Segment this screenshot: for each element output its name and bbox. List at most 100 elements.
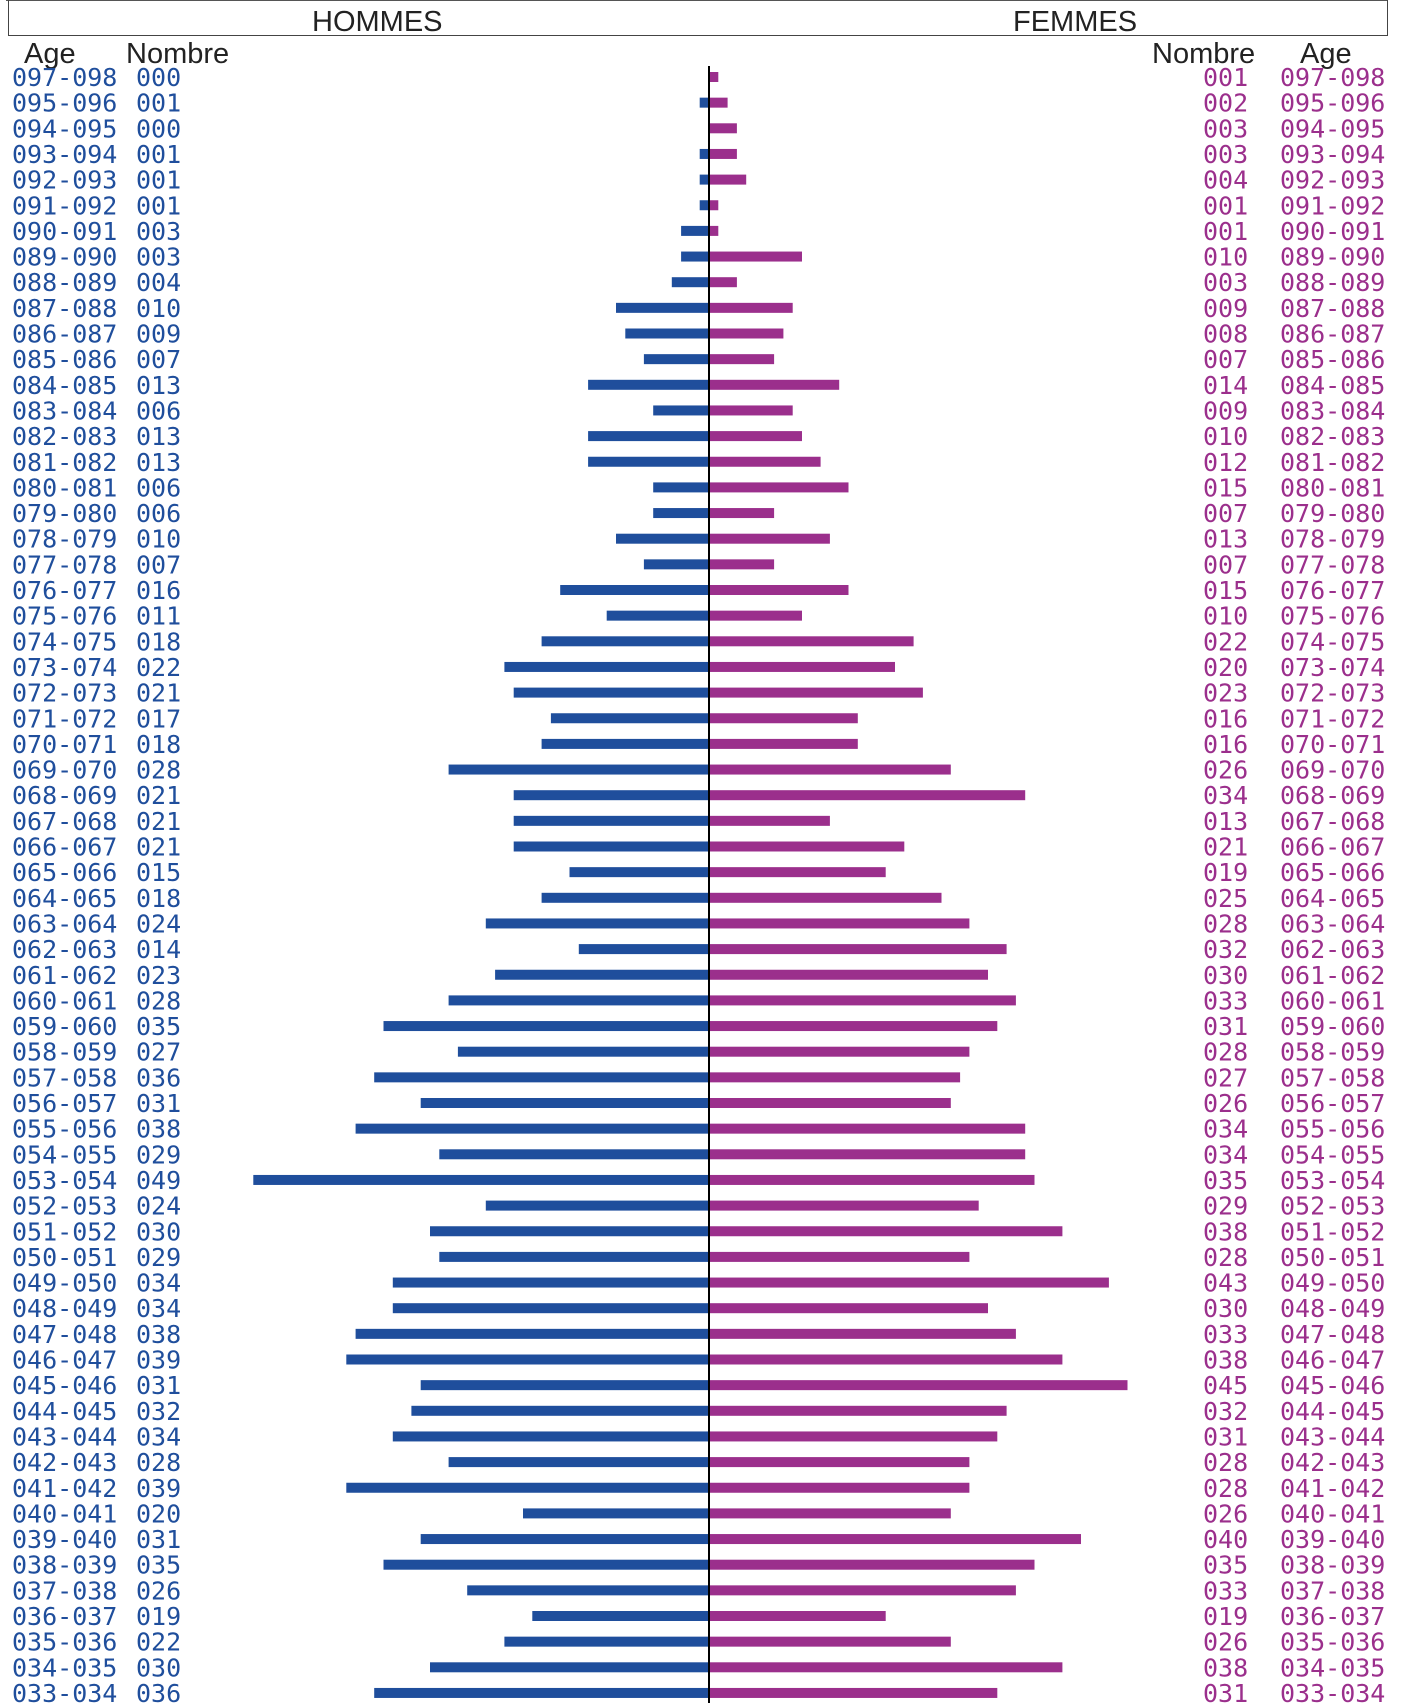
women-age-label: 074-075 xyxy=(1280,627,1385,656)
men-age-label: 089-090 xyxy=(12,243,117,272)
women-age-label: 086-087 xyxy=(1280,320,1385,349)
women-age-label: 084-085 xyxy=(1280,371,1385,400)
men-count-label: 018 xyxy=(136,884,181,913)
men-count-label: 023 xyxy=(136,961,181,990)
men-bar-053-054 xyxy=(253,1174,710,1185)
women-bar-078-079 xyxy=(709,533,830,544)
men-age-label: 086-087 xyxy=(12,320,117,349)
women-age-label: 062-063 xyxy=(1280,935,1385,964)
men-age-label: 052-053 xyxy=(12,1192,117,1221)
men-bar-068-069 xyxy=(513,790,709,801)
women-age-label: 045-046 xyxy=(1280,1371,1385,1400)
women-age-label: 065-066 xyxy=(1280,858,1385,887)
women-age-label: 059-060 xyxy=(1280,1012,1385,1041)
men-bar-034-035 xyxy=(430,1662,709,1673)
women-count-label: 007 xyxy=(1203,345,1248,374)
men-bar-041-042 xyxy=(346,1482,709,1493)
men-bar-071-072 xyxy=(550,713,709,724)
men-bar-037-038 xyxy=(467,1585,709,1596)
women-bar-097-098 xyxy=(709,72,719,82)
women-bar-071-072 xyxy=(709,713,858,724)
women-bar-082-083 xyxy=(709,431,802,442)
men-age-label: 067-068 xyxy=(12,807,117,836)
women-age-label: 089-090 xyxy=(1280,243,1385,272)
men-age-label: 097-098 xyxy=(12,63,117,92)
women-bar-054-055 xyxy=(709,1149,1026,1160)
women-count-label: 003 xyxy=(1203,114,1248,143)
women-bar-040-041 xyxy=(709,1508,951,1519)
women-age-label: 094-095 xyxy=(1280,114,1385,143)
women-bar-034-035 xyxy=(709,1662,1063,1673)
men-bar-042-043 xyxy=(448,1457,709,1468)
men-bar-078-079 xyxy=(616,533,709,544)
men-bar-062-063 xyxy=(578,944,709,955)
men-bar-050-051 xyxy=(439,1251,709,1262)
women-bar-053-054 xyxy=(709,1174,1035,1185)
men-age-label: 091-092 xyxy=(12,191,117,220)
men-bar-087-088 xyxy=(616,302,709,313)
women-count-label: 010 xyxy=(1203,602,1248,631)
men-age-label: 076-077 xyxy=(12,576,117,605)
women-count-label: 035 xyxy=(1203,1166,1248,1195)
men-count-label: 027 xyxy=(136,1038,181,1067)
women-age-label: 049-050 xyxy=(1280,1269,1385,1298)
women-bar-083-084 xyxy=(709,405,793,416)
men-age-label: 058-059 xyxy=(12,1038,117,1067)
men-count-label: 035 xyxy=(136,1012,181,1041)
men-count-label: 031 xyxy=(136,1371,181,1400)
men-bar-077-078 xyxy=(643,559,709,570)
women-bar-064-065 xyxy=(709,892,942,903)
men-age-label: 079-080 xyxy=(12,499,117,528)
women-count-label: 015 xyxy=(1203,473,1248,502)
men-age-label: 059-060 xyxy=(12,1012,117,1041)
women-bar-058-059 xyxy=(709,1046,970,1057)
women-age-label: 046-047 xyxy=(1280,1346,1385,1375)
women-bar-093-094 xyxy=(709,148,737,159)
men-count-label: 017 xyxy=(136,704,181,733)
men-age-label: 036-037 xyxy=(12,1602,117,1631)
men-count-label: 036 xyxy=(136,1679,181,1703)
women-bar-095-096 xyxy=(709,97,728,108)
men-age-label: 073-074 xyxy=(12,653,117,682)
women-count-label: 012 xyxy=(1203,448,1248,477)
men-bar-060-061 xyxy=(448,995,709,1006)
women-age-label: 072-073 xyxy=(1280,679,1385,708)
women-count-label: 028 xyxy=(1203,1243,1248,1272)
women-count-label: 026 xyxy=(1203,1499,1248,1528)
men-bar-065-066 xyxy=(569,867,709,878)
men-count-label: 021 xyxy=(136,833,181,862)
women-count-label: 034 xyxy=(1203,781,1248,810)
women-bar-065-066 xyxy=(709,867,886,878)
women-age-label: 067-068 xyxy=(1280,807,1385,836)
men-count-label: 013 xyxy=(136,422,181,451)
women-age-label: 073-074 xyxy=(1280,653,1385,682)
women-count-label: 028 xyxy=(1203,1038,1248,1067)
men-age-label: 081-082 xyxy=(12,448,117,477)
women-count-label: 021 xyxy=(1203,833,1248,862)
men-bar-095-096 xyxy=(699,97,709,108)
women-bar-056-057 xyxy=(709,1098,951,1108)
men-age-label: 093-094 xyxy=(12,140,117,169)
men-age-label: 056-057 xyxy=(12,1089,117,1118)
men-bar-044-045 xyxy=(411,1405,709,1416)
women-age-label: 097-098 xyxy=(1280,63,1385,92)
women-age-label: 085-086 xyxy=(1280,345,1385,374)
women-age-label: 090-091 xyxy=(1280,217,1385,246)
women-age-label: 034-035 xyxy=(1280,1653,1385,1682)
women-bar-049-050 xyxy=(709,1277,1109,1288)
women-age-label: 068-069 xyxy=(1280,781,1385,810)
women-count-label: 028 xyxy=(1203,1474,1248,1503)
women-count-label: 004 xyxy=(1203,166,1248,195)
men-age-label: 063-064 xyxy=(12,909,117,938)
women-bar-073-074 xyxy=(709,661,895,672)
men-bar-081-082 xyxy=(588,456,709,467)
men-bar-064-065 xyxy=(541,892,709,903)
women-bar-036-037 xyxy=(709,1611,886,1621)
women-bar-090-091 xyxy=(709,225,719,236)
men-count-label: 022 xyxy=(136,653,181,682)
women-bar-077-078 xyxy=(709,559,775,570)
men-bar-059-060 xyxy=(383,1021,709,1032)
men-count-label: 029 xyxy=(136,1243,181,1272)
men-count-label: 013 xyxy=(136,448,181,477)
women-age-label: 078-079 xyxy=(1280,525,1385,554)
